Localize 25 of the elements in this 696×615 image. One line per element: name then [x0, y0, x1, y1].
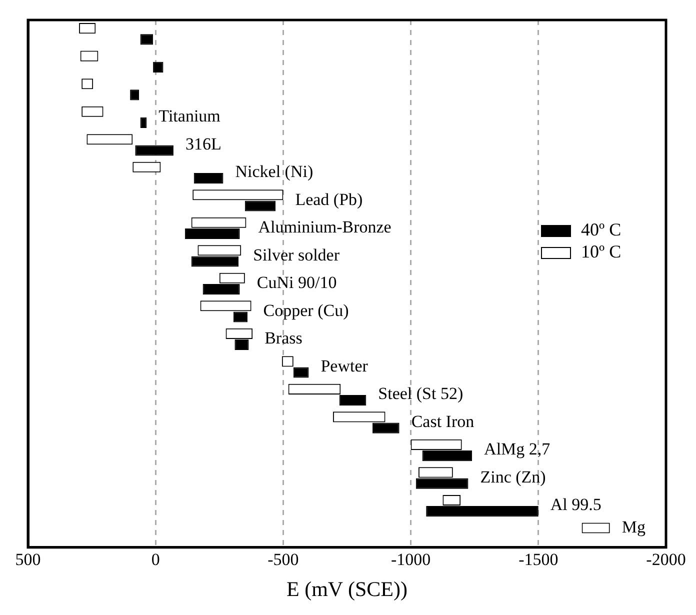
y-tick-label: Nickel (Ni)	[235, 162, 314, 182]
y-tick-label: 316L	[185, 134, 222, 154]
y-tick-label: Cast Iron	[411, 412, 475, 431]
y-tick-label: Al 99.5	[550, 495, 602, 514]
x-tick-label: -1500	[518, 550, 558, 570]
y-tick-label: Zinc (Zn)	[480, 467, 546, 486]
x-tick-label: -500	[268, 550, 299, 570]
y-tick-label: Mg	[622, 517, 646, 536]
y-tick-label: AlMg 2,7	[484, 440, 551, 459]
x-tick-label: 0	[151, 550, 160, 570]
y-tick-label: CuNi 90/10	[256, 273, 337, 292]
y-tick-label: Aluminium-Bronze	[258, 218, 392, 237]
y-tick-label: Steel (St 52)	[378, 384, 464, 404]
y-tick-label: Silver solder	[253, 245, 340, 264]
legend-label: 10º C	[581, 242, 622, 262]
x-tick-label: 500	[15, 550, 41, 570]
y-tick-label: Pewter	[320, 356, 368, 376]
y-tick-label: Titanium	[158, 106, 220, 126]
x-tick-label: -1000	[390, 550, 431, 570]
x-tick-label: -2000	[646, 550, 686, 570]
y-tick-label: Copper (Cu)	[263, 300, 349, 320]
x-axis-title: E (mV (SCE))	[286, 576, 408, 601]
y-tick-label: Lead (Pb)	[295, 190, 363, 209]
legend-label: 40º C	[581, 220, 622, 240]
y-tick-label: Brass	[264, 328, 302, 348]
